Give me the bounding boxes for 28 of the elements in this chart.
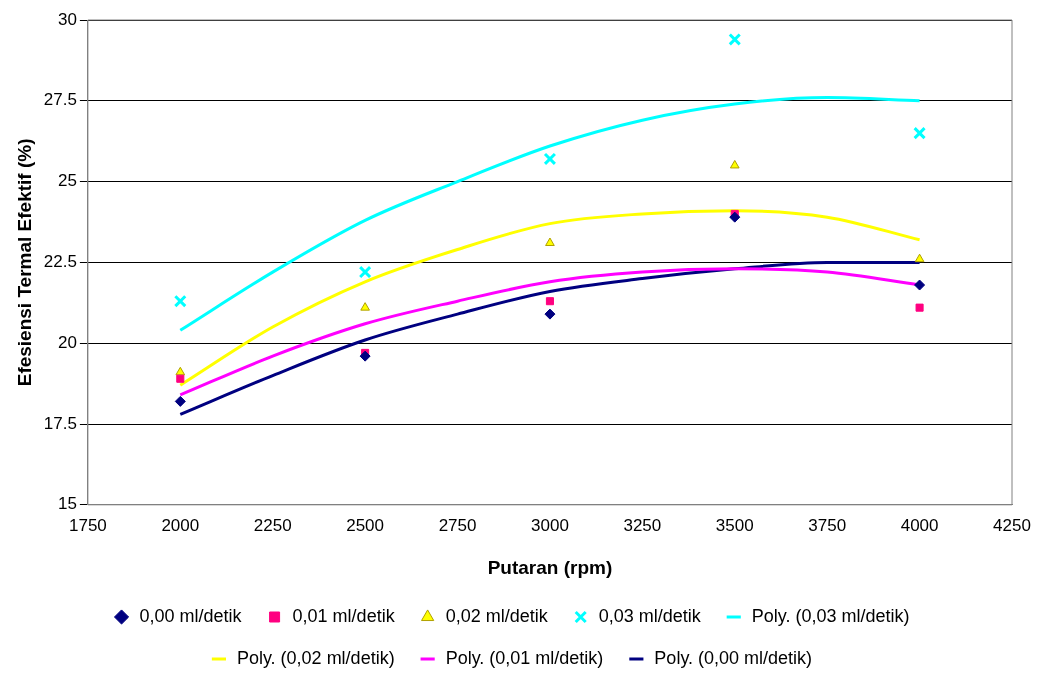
x-tick-label: 2250 (253, 515, 292, 535)
x-tick-label: 4000 (900, 515, 939, 535)
y-axis-title: Efesiensi Termal Efektif (%) (13, 138, 35, 387)
x-tick-label: 3750 (808, 515, 847, 535)
x-tick-label: 2500 (346, 515, 385, 535)
y-tick-label: 22.5 (43, 252, 77, 272)
legend-label: 0,03 ml/detik (598, 605, 702, 626)
x-tick-label: 1750 (68, 515, 107, 535)
x-tick-label: 3000 (531, 515, 569, 535)
legend-label: Poly. (0,00 ml/detik) (654, 647, 813, 668)
legend-label: Poly. (0,03 ml/detik) (751, 605, 910, 626)
legend-label: 0,01 ml/detik (292, 605, 396, 626)
y-tick-label: 27.5 (43, 90, 77, 110)
x-tick-label: 2750 (438, 515, 477, 535)
x-tick-label: 3500 (715, 515, 754, 535)
x-tick-label: 4250 (993, 515, 1031, 535)
legend-label: Poly. (0,02 ml/detik) (236, 647, 395, 668)
y-tick-label: 30 (57, 9, 77, 29)
x-axis-title: Putaran (rpm) (487, 556, 613, 578)
y-tick-label: 20 (57, 332, 77, 352)
legend-label: 0,02 ml/detik (445, 605, 549, 626)
legend-label: Poly. (0,01 ml/detik) (445, 647, 604, 668)
legend-label: 0,00 ml/detik (139, 605, 243, 626)
x-tick-label: 3250 (623, 515, 662, 535)
y-tick-label: 17.5 (43, 413, 77, 433)
y-tick-label: 25 (57, 171, 77, 191)
y-tick-label: 15 (57, 494, 77, 514)
x-tick-label: 2000 (161, 515, 200, 535)
